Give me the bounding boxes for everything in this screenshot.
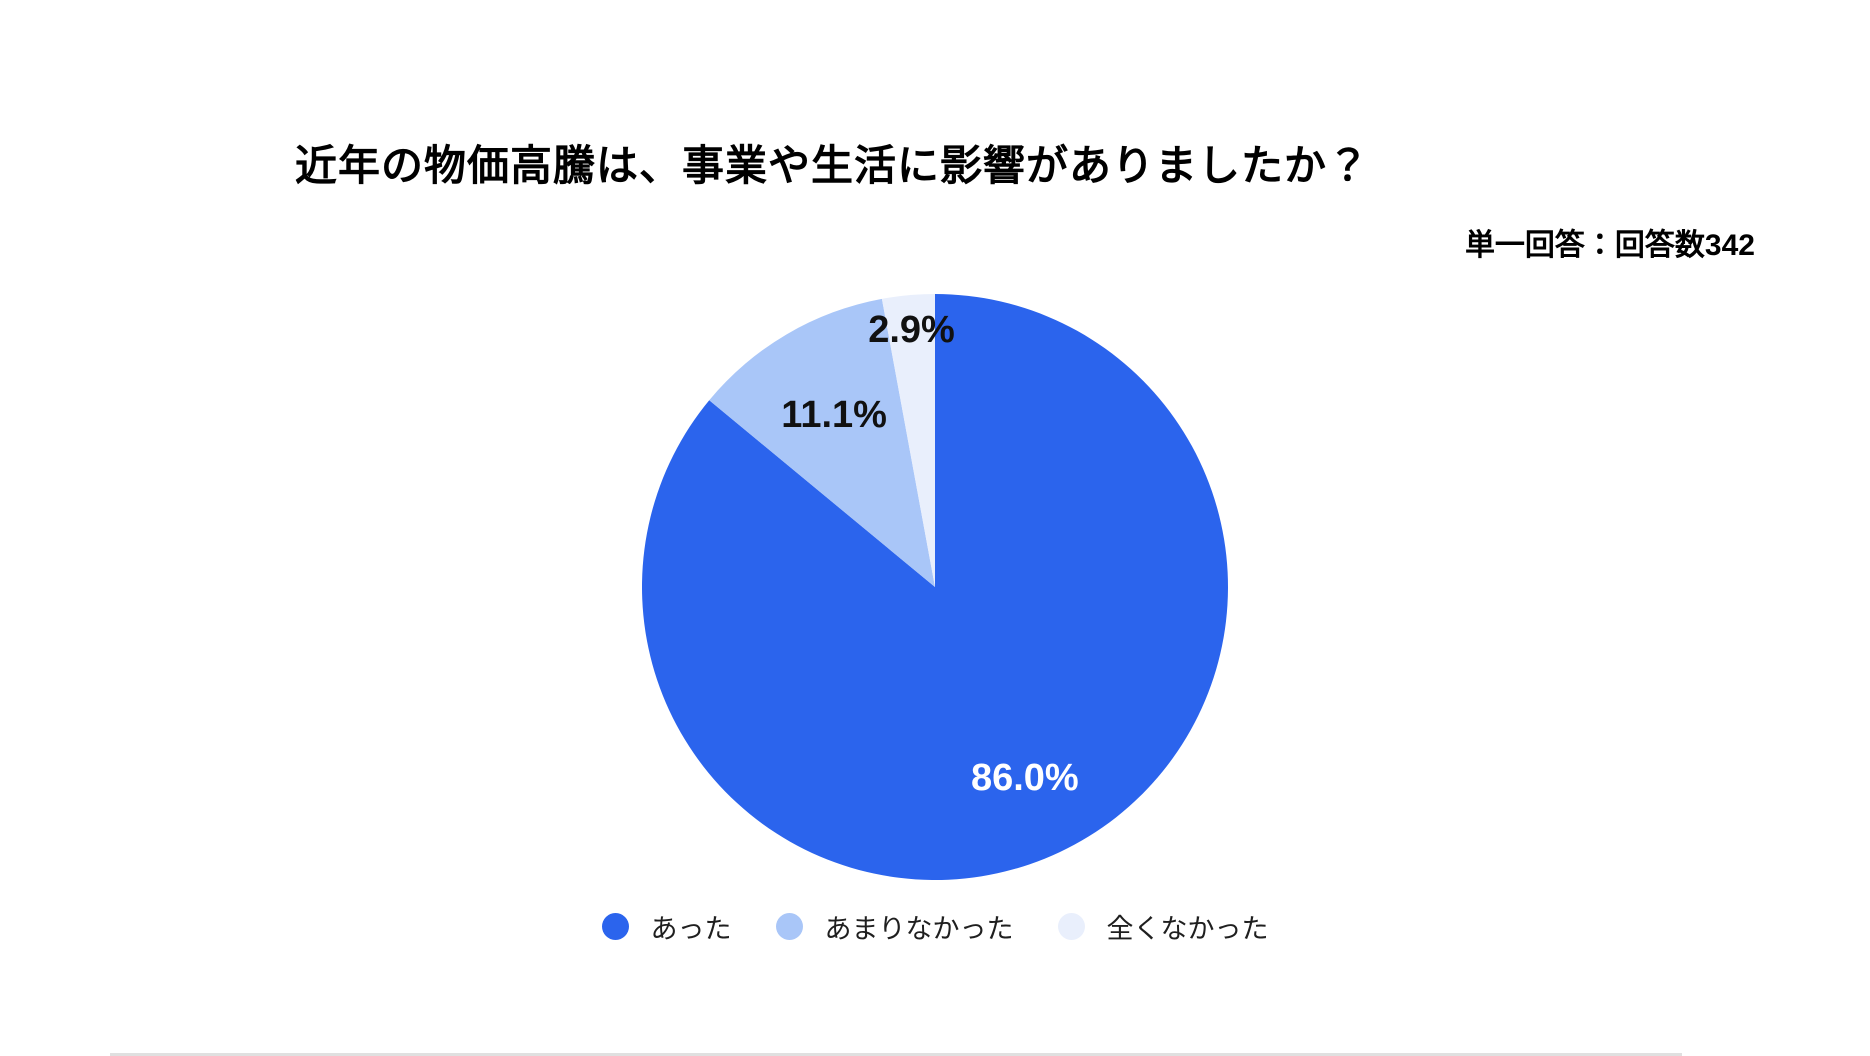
pie-slice bbox=[642, 294, 1228, 880]
pie-svg bbox=[642, 294, 1228, 880]
pie-chart: 86.0% 11.1% 2.9% bbox=[642, 294, 1228, 880]
legend-label: あった bbox=[650, 913, 732, 944]
legend-label: あまりなかった bbox=[824, 913, 1014, 944]
legend-label: 全くなかった bbox=[1106, 913, 1269, 944]
legend: あった あまりなかった 全くなかった bbox=[0, 906, 1870, 946]
pie-slice bbox=[881, 294, 935, 587]
chart-title: 近年の物価高騰は、事業や生活に影響がありましたか？ bbox=[295, 142, 1371, 190]
legend-item: あまりなかった bbox=[775, 907, 1014, 946]
legend-swatch-icon bbox=[1057, 912, 1085, 940]
answer-count-note: 単一回答：回答数342 bbox=[1464, 229, 1755, 262]
legend-swatch-icon bbox=[601, 912, 629, 940]
pie-slice-label: 86.0% bbox=[970, 756, 1079, 799]
pie-slice-label: 11.1% bbox=[781, 394, 887, 437]
legend-item: 全くなかった bbox=[1057, 907, 1269, 946]
pie-slice-label: 2.9% bbox=[868, 309, 955, 352]
legend-swatch-icon bbox=[775, 912, 803, 940]
pie-slice bbox=[709, 298, 935, 587]
bottom-divider bbox=[110, 1053, 1682, 1056]
legend-item: あった bbox=[601, 907, 732, 946]
